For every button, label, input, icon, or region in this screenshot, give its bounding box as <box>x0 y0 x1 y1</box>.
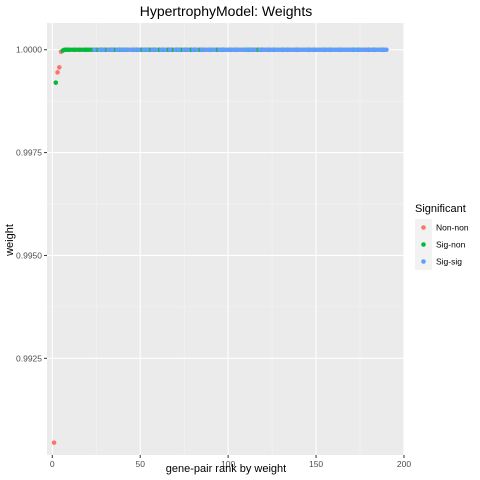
data-point-sig-sig <box>222 47 227 53</box>
legend-key-symbol <box>421 242 426 247</box>
data-point-sig-sig <box>264 47 270 53</box>
data-point-sig-sig <box>326 47 331 53</box>
data-point-sig-sig <box>159 47 164 53</box>
y-tick-label: 1.0000 <box>16 45 42 55</box>
data-point-sig-sig <box>206 47 212 53</box>
data-point-sig-non <box>53 80 59 85</box>
grid-minor <box>47 23 404 455</box>
data-point-sig-sig <box>231 47 236 53</box>
data-point-sig-sig <box>273 47 278 53</box>
plot-panel <box>47 23 404 455</box>
data-point-sig-sig <box>202 47 208 53</box>
grid-major <box>47 23 405 455</box>
data-point-sig-sig <box>211 47 217 53</box>
data-point-sig-sig <box>373 47 379 53</box>
data-point-sig-sig <box>359 47 365 53</box>
data-point-sig-sig <box>100 47 106 53</box>
data-point-sig-sig <box>384 47 389 53</box>
x-tick-label: 150 <box>309 459 323 469</box>
data-point-sig-sig <box>153 47 159 53</box>
x-axis: 0 50 100 150 200 <box>50 455 411 469</box>
data-point-sig-sig <box>118 47 124 53</box>
data-point-sig-sig <box>176 47 182 53</box>
data-point-sig-sig <box>364 47 370 53</box>
x-tick-label: 200 <box>397 459 411 469</box>
data-point-sig-sig <box>173 47 178 53</box>
x-tick-label: 50 <box>135 459 145 469</box>
y-tick-label: 0.9950 <box>16 250 42 260</box>
legend-label: Sig-sig <box>436 257 462 267</box>
data-point-sig-sig <box>378 47 384 53</box>
data-point-sig-sig <box>283 47 289 53</box>
legend-title: Significant <box>415 203 466 215</box>
data-point-sig-sig <box>343 47 349 53</box>
legend-key-symbol <box>421 225 426 230</box>
chart-title: HypertrophyModel: Weights <box>140 3 312 19</box>
data-point-sig-sig <box>287 47 292 53</box>
data-point-sig-sig <box>370 47 375 53</box>
data-point-sig-sig <box>241 47 247 53</box>
data-point-sig-sig <box>354 47 359 53</box>
data-point-sig-sig <box>310 47 315 53</box>
data-point-sig-sig <box>97 47 103 53</box>
legend-key-symbol <box>421 259 426 264</box>
data-point-sig-sig <box>150 47 155 53</box>
data-point-sig-non <box>67 47 73 53</box>
data-point-sig-sig <box>225 47 231 53</box>
data-point-sig-sig <box>252 47 257 53</box>
data-point-sig-sig <box>278 47 284 53</box>
data-point-sig-sig <box>257 47 263 53</box>
data-point-sig-sig <box>348 47 354 53</box>
data-point-sig-sig <box>144 47 150 53</box>
x-axis-title: gene-pair rank by weight <box>166 463 286 475</box>
data-point-non-non <box>51 440 57 445</box>
data-point-sig-sig <box>136 47 141 53</box>
data-point-sig-sig <box>218 47 224 53</box>
data-point-sig-sig <box>269 47 275 53</box>
data-point-sig-sig <box>129 47 134 53</box>
data-point-sig-non <box>86 47 92 53</box>
data-point-sig-sig <box>181 47 187 53</box>
y-tick-label: 0.9925 <box>16 353 42 363</box>
data-point-sig-sig <box>194 47 199 53</box>
data-point-sig-sig <box>162 47 168 53</box>
data-point-sig-sig <box>336 47 342 53</box>
data-point-sig-sig <box>304 47 310 53</box>
y-axis-title: weight <box>4 224 16 257</box>
data-point-sig-sig <box>329 47 335 53</box>
y-axis: 0.9925 0.9950 0.9975 1.0000 <box>16 45 47 363</box>
data-point-sig-sig <box>313 47 319 53</box>
y-tick-label: 0.9975 <box>16 148 42 158</box>
data-point-sig-sig <box>125 47 131 53</box>
data-point-sig-sig <box>261 47 266 53</box>
x-tick-label: 100 <box>221 459 235 469</box>
data-point-sig-sig <box>190 47 196 53</box>
data-point-sig-sig <box>236 47 241 53</box>
data-point-sig-sig <box>320 47 326 53</box>
data-point-sig-sig <box>122 47 127 53</box>
data-point-sig-sig <box>199 47 205 53</box>
data-point-sig-sig <box>132 47 138 53</box>
data-point-sig-sig <box>109 47 115 53</box>
data-point-non-non <box>55 70 60 75</box>
data-points <box>51 47 389 445</box>
legend: Significant Non-non Sig-non Sig-sig <box>415 203 469 270</box>
data-point-sig-sig <box>106 47 111 53</box>
legend-label: Sig-non <box>436 240 466 250</box>
x-tick-label: 0 <box>50 459 55 469</box>
data-point-sig-sig <box>92 47 97 53</box>
data-point-sig-sig <box>141 47 147 53</box>
data-point-sig-sig <box>248 47 254 53</box>
data-point-sig-non <box>78 47 83 53</box>
data-point-sig-sig <box>292 47 298 53</box>
data-point-sig-sig <box>167 47 173 53</box>
data-point-sig-sig <box>299 47 305 53</box>
data-point-sig-sig <box>115 47 120 53</box>
data-point-non-non <box>57 65 62 70</box>
data-point-sig-sig <box>245 47 250 53</box>
data-point-sig-sig <box>185 47 190 53</box>
data-point-sig-non <box>72 47 78 53</box>
legend-label: Non-non <box>436 223 469 233</box>
